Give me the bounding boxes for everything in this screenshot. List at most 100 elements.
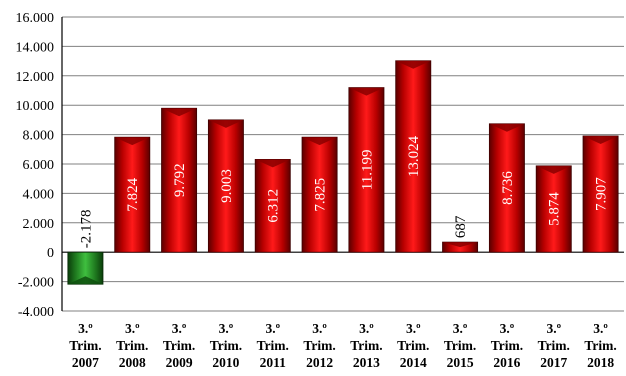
bar-body [161, 107, 198, 253]
bar-cap [302, 137, 338, 146]
x-category-label: Trim. [303, 338, 335, 353]
x-category-label: 3.º [546, 321, 561, 336]
x-category-label: Trim. [163, 338, 195, 353]
x-category-label: Trim. [538, 338, 570, 353]
bar-cap [442, 242, 478, 248]
x-category-label: Trim. [210, 338, 242, 353]
bar-cap [395, 60, 431, 69]
bar [348, 87, 385, 253]
bar [442, 241, 479, 253]
x-category-label: Trim. [444, 338, 476, 353]
bar-body [348, 87, 385, 253]
x-category-label: 3.º [78, 321, 93, 336]
bar-body [207, 119, 244, 253]
bar [67, 251, 104, 285]
bar-cap [536, 165, 572, 174]
x-axis-category-labels: 3.º Trim. 2007 3.º Trim. 2008 3.º Trim. 2009 3.º T… [69, 321, 617, 370]
bar [114, 136, 151, 253]
x-category-label: 2015 [447, 355, 474, 370]
bar-cap [255, 159, 291, 168]
bar-cap [67, 276, 103, 285]
data-label: 8.736 [500, 171, 516, 205]
x-category-label: 3.º [500, 321, 515, 336]
data-label: 5.874 [547, 192, 563, 226]
x-category-label: 3.º [406, 321, 421, 336]
x-category-label: 3.º [359, 321, 374, 336]
x-category-label: 3.º [125, 321, 140, 336]
x-category-label: Trim. [257, 338, 289, 353]
data-label: 11.199 [359, 150, 375, 191]
data-label: 7.907 [594, 177, 610, 211]
y-tick-label: 16.000 [16, 11, 55, 26]
data-label: 9.003 [219, 169, 235, 203]
bar-cap [489, 123, 525, 132]
x-category-label: Trim. [584, 338, 616, 353]
bar-body [488, 123, 525, 253]
x-category-label: Trim. [491, 338, 523, 353]
x-category-label: 3.º [453, 321, 468, 336]
x-category-label: 2013 [353, 355, 380, 370]
x-category-label: 2010 [212, 355, 239, 370]
x-category-label: 2009 [166, 355, 193, 370]
bar-cap [114, 137, 150, 146]
data-label: 7.824 [125, 177, 141, 211]
bar-body [395, 60, 432, 253]
bar-body [254, 159, 291, 253]
x-category-label: Trim. [116, 338, 148, 353]
y-tick-label: 10.000 [16, 99, 55, 114]
x-category-label: Trim. [69, 338, 101, 353]
y-tick-label: 0 [47, 246, 54, 261]
bar [488, 123, 525, 253]
bar-body [535, 165, 572, 253]
x-category-label: 3.º [312, 321, 327, 336]
bar [535, 165, 572, 253]
bar-cap [348, 87, 384, 96]
bar-cap [208, 119, 244, 128]
data-label: 7.825 [313, 178, 329, 212]
x-category-label: 2011 [260, 355, 287, 370]
bar-body [582, 135, 619, 253]
y-tick-label: -2.000 [18, 276, 54, 291]
y-tick-label: 12.000 [16, 70, 55, 85]
bar-body [301, 136, 338, 253]
bar [254, 159, 291, 253]
y-tick-label: 14.000 [16, 40, 55, 55]
x-category-label: Trim. [397, 338, 429, 353]
bar [161, 107, 198, 253]
y-tick-label: 8.000 [23, 129, 55, 144]
data-labels: -2.178 7.824 9.792 9.003 6.312 7.825 11.199 13.… [78, 135, 609, 248]
y-tick-label: -4.000 [18, 305, 54, 320]
x-category-label: 3.º [265, 321, 280, 336]
x-category-label: 2007 [72, 355, 99, 370]
data-label: -2.178 [78, 209, 94, 248]
x-category-label: 2018 [587, 355, 614, 370]
x-category-label: 2016 [493, 355, 520, 370]
bar [207, 119, 244, 253]
bars [67, 60, 619, 285]
x-category-label: 2014 [400, 355, 427, 370]
y-tick-label: 6.000 [23, 158, 55, 173]
data-label: 687 [453, 215, 469, 238]
bar-cap [161, 108, 197, 117]
data-label: 13.024 [406, 135, 422, 177]
bar-cap [583, 135, 619, 144]
x-category-label: Trim. [350, 338, 382, 353]
axes [61, 17, 624, 311]
x-category-label: 3.º [219, 321, 234, 336]
bar-body [114, 136, 151, 253]
gridlines [62, 16, 624, 312]
x-category-label: 2008 [119, 355, 146, 370]
x-category-label: 3.º [172, 321, 187, 336]
y-tick-label: 4.000 [23, 187, 55, 202]
x-category-label: 3.º [593, 321, 608, 336]
y-tick-label: 2.000 [23, 217, 55, 232]
bar [395, 60, 432, 253]
y-axis-tick-labels: -4.000 -2.000 0 2.000 4.000 6.000 8.000 10.000 1… [16, 11, 55, 320]
bar [301, 136, 338, 253]
x-category-label: 2012 [306, 355, 333, 370]
bar [582, 135, 619, 253]
data-label: 9.792 [172, 163, 188, 197]
x-category-label: 2017 [540, 355, 567, 370]
data-label: 6.312 [266, 189, 282, 223]
